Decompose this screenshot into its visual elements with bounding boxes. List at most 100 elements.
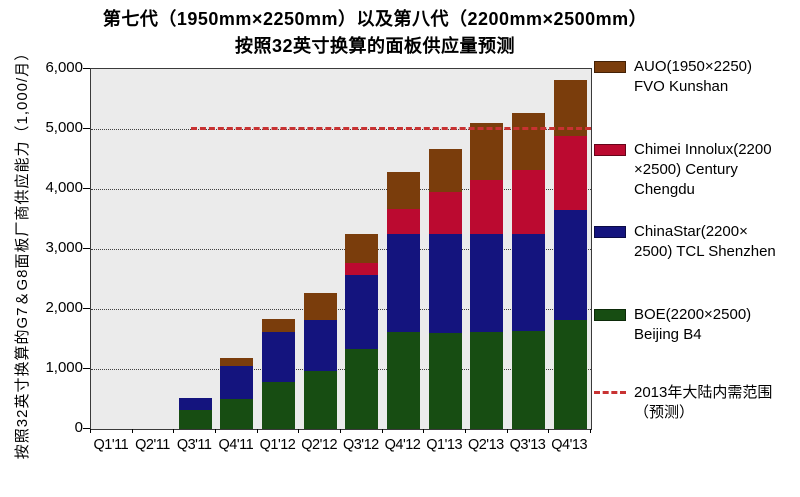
bar-segment <box>470 332 504 429</box>
bar-segment <box>345 348 379 429</box>
y-axis-label: 按照32英寸换算的G7＆G8面板厂商供应能力（1,000/月） <box>14 44 31 460</box>
legend-item-boe: BOE(2200×2500) Beijing B4 <box>594 305 751 345</box>
y-tick-mark <box>83 308 90 309</box>
bar-segment <box>220 365 254 399</box>
bar-segment <box>387 332 420 429</box>
x-tick-mark <box>590 429 591 433</box>
x-tick-label: Q3'11 <box>176 437 212 453</box>
x-tick-label: Q4'11 <box>218 437 254 453</box>
bar-segment <box>178 409 212 429</box>
bar-segment <box>428 148 462 193</box>
y-tick-mark <box>83 128 90 129</box>
bar-segment <box>220 399 254 429</box>
bar-segment <box>387 233 420 333</box>
x-tick-label: Q2'13 <box>467 437 504 453</box>
auo-swatch <box>594 61 626 73</box>
x-tick-mark <box>173 429 175 433</box>
y-tick-mark <box>83 428 90 429</box>
bar-segment <box>345 262 379 276</box>
y-tick-label: 6,000 <box>45 59 83 76</box>
bar-segment <box>428 332 462 429</box>
plot-area <box>90 68 592 430</box>
x-tick-label: Q1'11 <box>93 437 129 453</box>
bar-segment <box>428 233 462 333</box>
bar-segment <box>220 357 254 366</box>
x-tick-mark <box>506 429 508 433</box>
x-tick-label: Q4'13 <box>551 437 588 453</box>
x-tick-label: Q3'12 <box>342 437 379 453</box>
bar-q1-12 <box>262 318 295 429</box>
legend-item-demand-line: 2013年大陆内需范围 （预测） <box>594 383 772 423</box>
y-tick-mark <box>83 188 90 189</box>
bar-q2-12 <box>303 292 337 429</box>
x-tick-mark <box>465 429 466 433</box>
bar-q3-11 <box>178 397 212 429</box>
y-tick-label: 2,000 <box>45 299 83 316</box>
legend-label-chimei: Chimei Innolux(2200 ×2500) Century Cheng… <box>634 141 772 198</box>
x-tick-mark <box>340 429 341 433</box>
demand-reference-line <box>191 127 591 130</box>
bar-segment <box>262 381 295 429</box>
x-tick-mark <box>423 429 425 433</box>
bar-segment <box>553 79 587 136</box>
bar-segment <box>512 331 545 429</box>
x-tick-label: Q1'12 <box>259 437 296 453</box>
y-tick-label: 0 <box>74 419 83 436</box>
bar-segment <box>387 171 420 209</box>
legend-item-auo: AUO(1950×2250) FVO Kunshan <box>594 57 752 97</box>
bar-segment <box>303 320 337 372</box>
bar-segment <box>345 275 379 349</box>
boe-swatch <box>594 309 626 321</box>
x-tick-mark <box>215 429 216 433</box>
bar-segment <box>553 319 587 429</box>
bar-q1-13 <box>428 148 462 429</box>
legend-item-chinastar: ChinaStar(2200× 2500) TCL Shenzhen <box>594 222 776 262</box>
bar-segment <box>512 233 545 332</box>
x-tick-label: Q2'12 <box>301 437 338 453</box>
chart-title-line1: 第七代（1950mm×2250mm）以及第八代（2200mm×2500mm） <box>102 9 648 29</box>
gridline-4000 <box>91 189 591 190</box>
bar-segment <box>470 233 504 333</box>
bar-segment <box>387 208 420 234</box>
x-tick-mark <box>381 429 383 433</box>
bar-q4-12 <box>387 171 420 429</box>
gridline-3000 <box>91 249 591 250</box>
bar-segment <box>345 233 379 263</box>
gridline-2000 <box>91 309 591 310</box>
bar-segment <box>512 112 545 171</box>
bar-q4-13 <box>553 79 587 429</box>
gridline-1000 <box>91 369 591 370</box>
bar-segment <box>178 397 212 410</box>
bar-q3-12 <box>345 233 379 429</box>
x-tick-mark <box>131 429 133 433</box>
x-tick-mark <box>298 429 300 433</box>
bar-segment <box>512 170 545 234</box>
y-tick-mark <box>83 68 90 69</box>
bar-segment <box>470 180 504 234</box>
chinastar-swatch <box>594 226 626 238</box>
bar-segment <box>262 318 295 333</box>
bar-q3-13 <box>512 112 545 429</box>
demand-line-dash-icon <box>594 391 626 394</box>
bar-segment <box>303 292 337 321</box>
bar-segment <box>553 210 587 320</box>
bar-q2-13 <box>470 122 504 429</box>
legend-label-boe: BOE(2200×2500) Beijing B4 <box>634 306 752 343</box>
x-tick-label: Q2'11 <box>135 437 170 453</box>
chart-title: 第七代（1950mm×2250mm）以及第八代（2200mm×2500mm） 按… <box>0 6 750 60</box>
chart-title-line2: 按照32英寸换算的面板供应量预测 <box>234 36 516 56</box>
y-tick-label: 5,000 <box>45 119 83 136</box>
bar-segment <box>428 192 462 234</box>
x-tick-label: Q1'13 <box>426 437 463 453</box>
legend-label-auo: AUO(1950×2250) FVO Kunshan <box>634 58 752 95</box>
y-tick-label: 3,000 <box>45 239 83 256</box>
y-tick-mark <box>83 368 90 369</box>
y-tick-label: 1,000 <box>45 359 83 376</box>
bar-segment <box>303 371 337 429</box>
bar-segment <box>262 332 295 382</box>
bar-q4-11 <box>220 357 254 429</box>
chimei-swatch <box>594 144 626 156</box>
legend-label-demand-line: 2013年大陆内需范围 （预测） <box>634 384 773 421</box>
legend-label-chinastar: ChinaStar(2200× 2500) TCL Shenzhen <box>634 223 776 260</box>
x-tick-mark <box>548 429 550 433</box>
